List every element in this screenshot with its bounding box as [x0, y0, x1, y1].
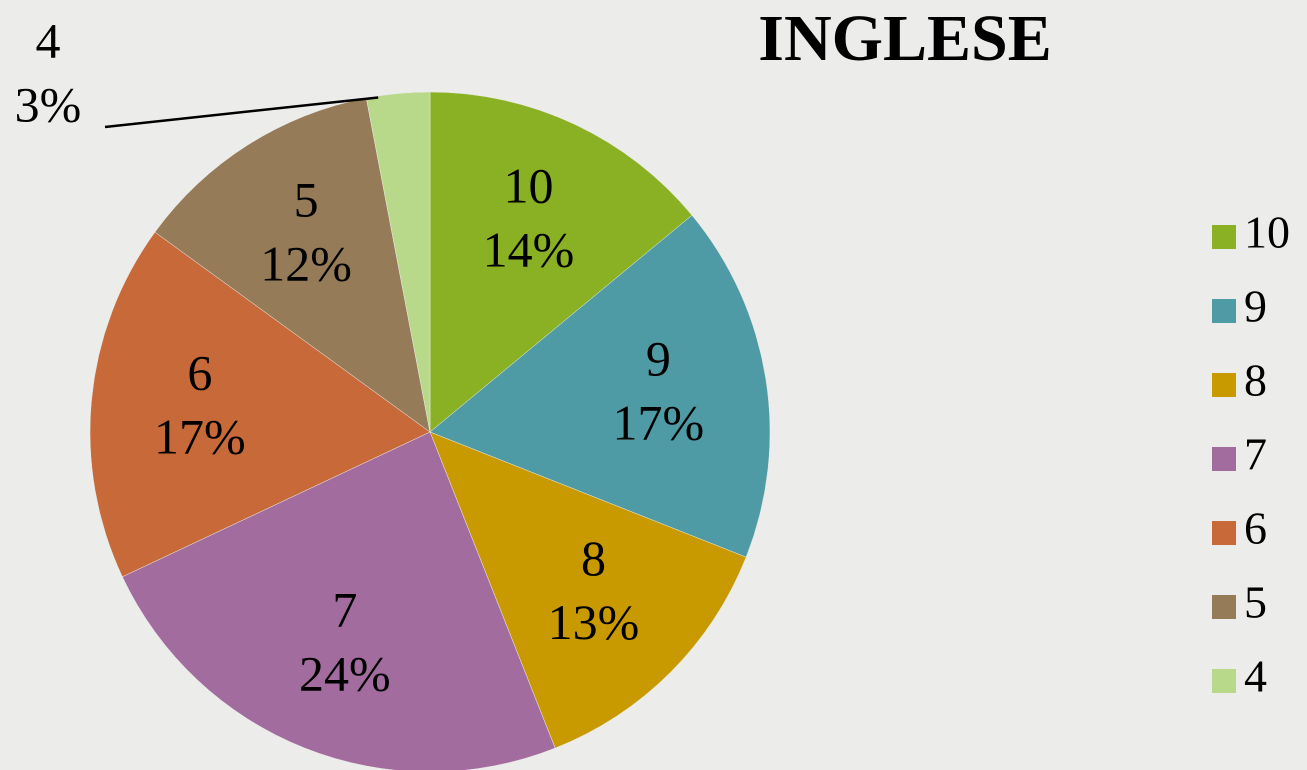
- legend-swatch: [1212, 373, 1236, 397]
- legend-swatch: [1212, 521, 1236, 545]
- pie-slice: [429, 431, 747, 749]
- legend-label: 7: [1244, 429, 1267, 480]
- legend-swatch: [1212, 669, 1236, 693]
- data-label-category: 7: [332, 581, 357, 637]
- legend-label: 6: [1244, 503, 1267, 554]
- pie-slice: [429, 214, 771, 558]
- data-label-value: 3%: [15, 76, 82, 132]
- legend-swatch: [1212, 595, 1236, 619]
- leader-line: [104, 96, 379, 129]
- data-label-category: 4: [36, 12, 61, 68]
- legend-label: 9: [1244, 281, 1267, 332]
- legend-label: 4: [1244, 651, 1267, 702]
- data-label-value: 13%: [548, 594, 640, 650]
- legend-label: 10: [1244, 207, 1290, 258]
- data-label-category: 10: [503, 157, 553, 213]
- data-label-category: 9: [646, 330, 671, 386]
- data-label-value: 17%: [613, 394, 705, 450]
- data-label-value: 12%: [260, 235, 352, 291]
- legend-swatch: [1212, 447, 1236, 471]
- data-label-category: 6: [187, 345, 212, 401]
- data-label-value: 14%: [483, 221, 575, 277]
- legend-label: 5: [1244, 577, 1267, 628]
- pie-slice: [89, 231, 431, 578]
- legend-swatch: [1212, 225, 1236, 249]
- data-label-value: 17%: [154, 409, 246, 465]
- legend-swatch: [1212, 299, 1236, 323]
- data-label-category: 8: [581, 530, 606, 586]
- pie-slice: [154, 97, 431, 433]
- data-label-category: 5: [294, 171, 319, 227]
- chart-title: INGLESE: [758, 2, 1051, 75]
- pie-slice: [429, 91, 693, 433]
- pie-slice: [122, 431, 556, 770]
- data-label-value: 24%: [299, 645, 391, 701]
- legend-label: 8: [1244, 355, 1267, 406]
